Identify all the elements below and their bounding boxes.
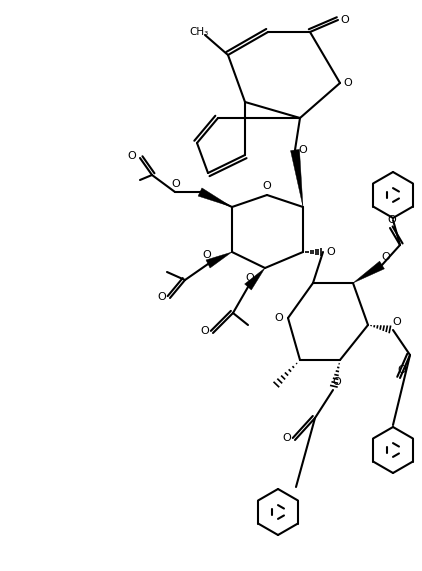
Polygon shape — [245, 268, 265, 290]
Text: O: O — [392, 317, 401, 327]
Text: O: O — [398, 365, 406, 375]
Polygon shape — [198, 188, 232, 207]
Text: O: O — [344, 78, 352, 88]
Text: O: O — [299, 145, 307, 155]
Text: O: O — [262, 181, 271, 191]
Text: O: O — [246, 273, 254, 283]
Text: O: O — [200, 326, 209, 336]
Polygon shape — [290, 150, 303, 207]
Text: O: O — [172, 179, 180, 189]
Text: O: O — [381, 252, 390, 262]
Text: CH₃: CH₃ — [189, 27, 208, 37]
Text: O: O — [341, 15, 349, 25]
Text: O: O — [333, 377, 341, 387]
Text: O: O — [327, 247, 335, 257]
Text: O: O — [203, 250, 211, 260]
Polygon shape — [353, 261, 384, 283]
Text: O: O — [127, 151, 136, 161]
Text: O: O — [158, 292, 166, 302]
Text: O: O — [283, 433, 291, 443]
Text: O: O — [275, 313, 284, 323]
Polygon shape — [206, 252, 232, 268]
Text: O: O — [388, 215, 396, 225]
